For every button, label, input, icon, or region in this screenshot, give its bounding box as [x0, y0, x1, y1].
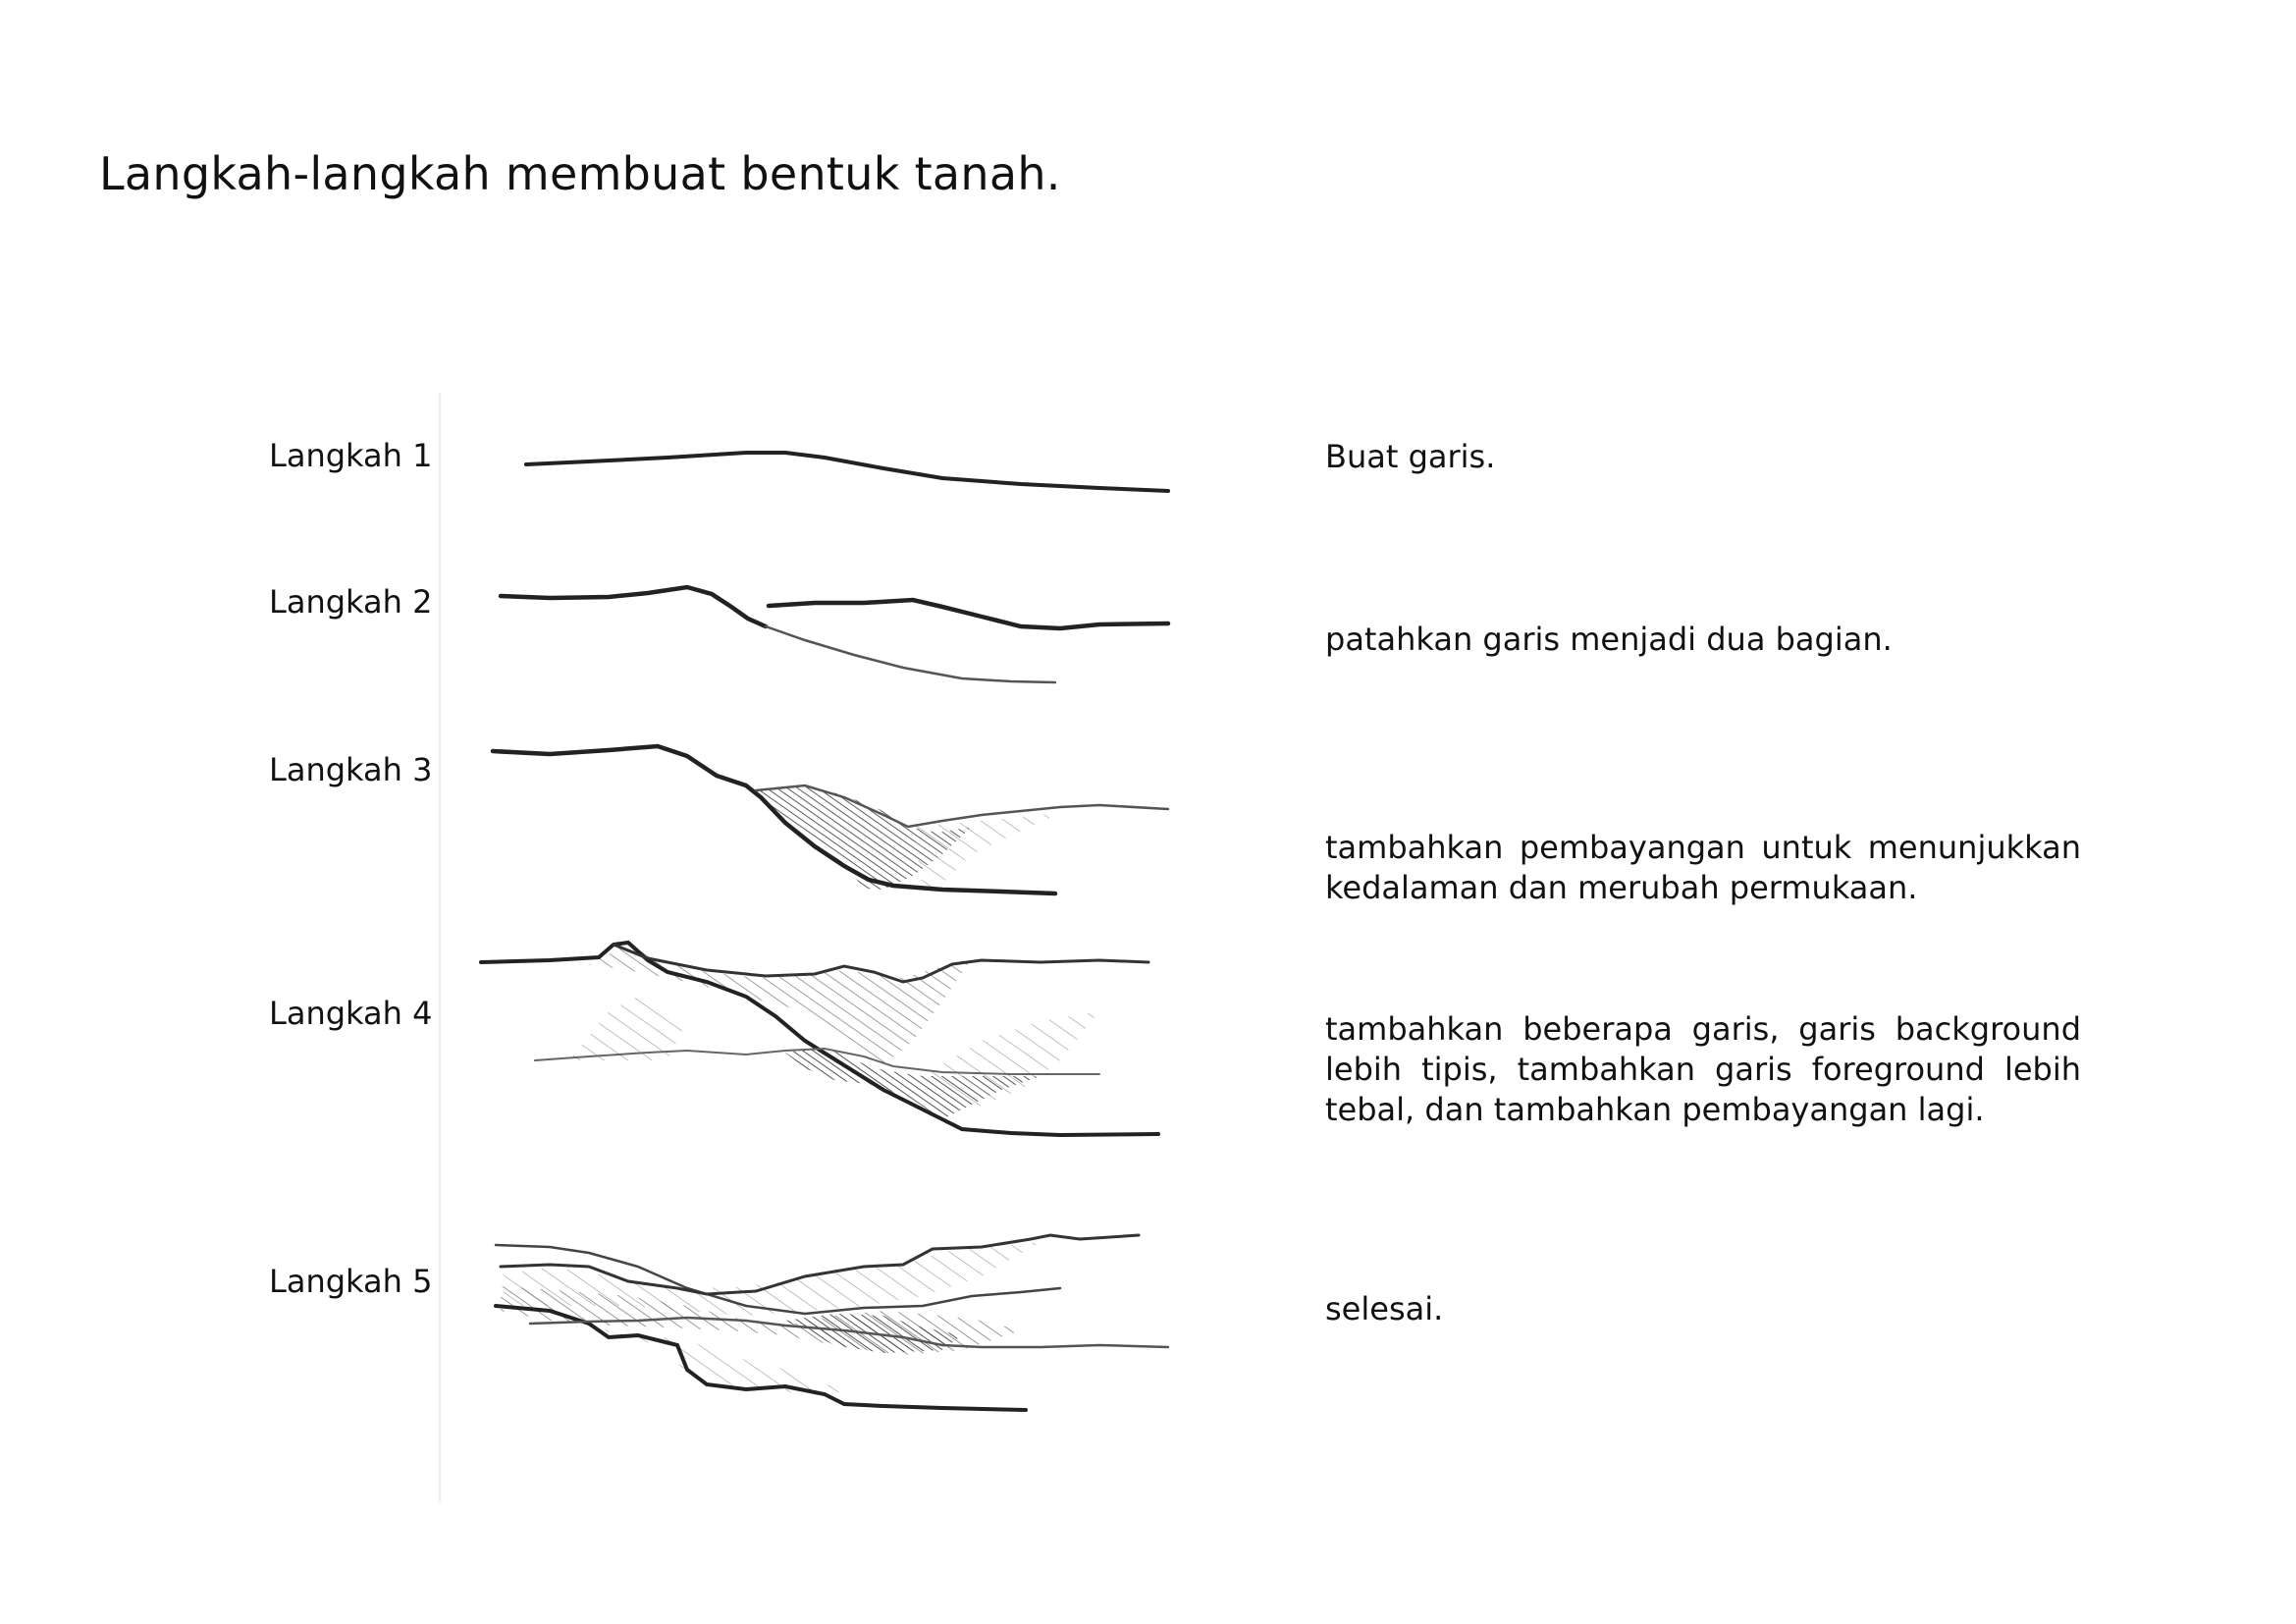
step-5-sketch [494, 1233, 1170, 1412]
step-3-sketch [490, 743, 1170, 896]
step-4-label: Langkah 4 [269, 995, 433, 1032]
step-3-label: Langkah 3 [269, 751, 433, 788]
step-4-description: tambahkan beberapa garis, garis backgrou… [1325, 1010, 2081, 1128]
step-5-description: selesai. [1325, 1290, 1444, 1327]
step-2-sketch [498, 584, 1171, 684]
step-1-sketch [524, 451, 1170, 493]
step-2-description: patahkan garis menjadi dua bagian. [1325, 621, 1893, 658]
step-1-description: Buat garis. [1325, 438, 1496, 475]
step-4-sketch [479, 940, 1160, 1138]
step-3-description: tambahkan pembayangan untuk menunjukkan … [1325, 829, 2081, 906]
step-1-label: Langkah 1 [269, 437, 433, 474]
page-title: Langkah-langkah membuat bentuk tanah. [99, 147, 1061, 200]
step-5-label: Langkah 5 [269, 1263, 433, 1300]
step-2-label: Langkah 2 [269, 583, 433, 621]
